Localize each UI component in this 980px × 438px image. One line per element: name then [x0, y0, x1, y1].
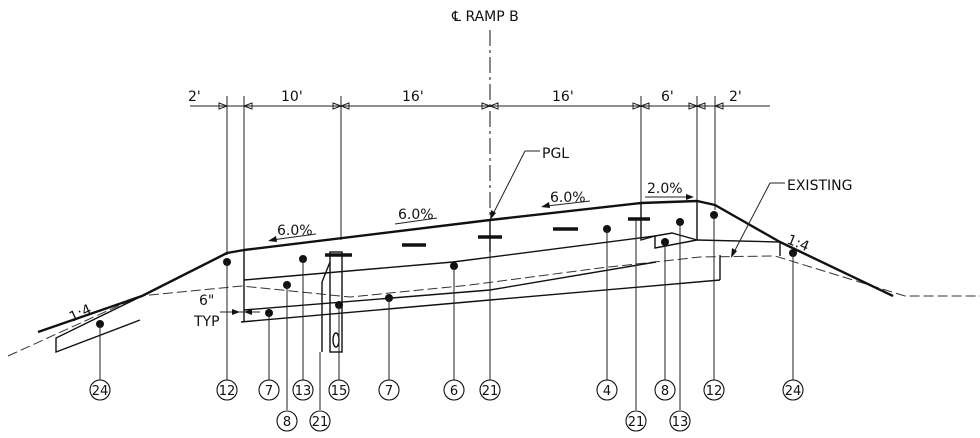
callout-13-left: 13 — [292, 379, 314, 401]
left-foreslope — [55, 295, 143, 354]
dim-16ft-right: 16' — [552, 89, 574, 105]
svg-text:21: 21 — [628, 415, 645, 430]
svg-text:24: 24 — [785, 384, 802, 399]
leader-lines — [99, 215, 794, 410]
material-dots — [96, 211, 797, 328]
pgl-leader-diag — [491, 150, 526, 217]
base-layer — [240, 279, 721, 323]
slope-label-1: 6.0% — [277, 223, 313, 239]
dim-2ft-left: 2' — [188, 89, 201, 105]
callout-12-left: 12 — [216, 379, 238, 401]
svg-text:15: 15 — [331, 384, 348, 399]
callouts-row-1: 24 12 7 8 13 15 7 6 21 4 8 13 12 24 — [89, 379, 804, 432]
centerline-label: ℄ RAMP B — [451, 9, 519, 25]
existing-leader-diag — [732, 182, 771, 255]
callout-4: 4 — [596, 379, 618, 401]
callout-24-right: 24 — [782, 379, 804, 401]
left-shoulder — [226, 248, 245, 255]
svg-text:13: 13 — [672, 415, 689, 430]
dim-10ft: 10' — [281, 89, 303, 105]
svg-text:6: 6 — [450, 384, 458, 399]
callout-12-right: 12 — [703, 379, 725, 401]
svg-text:8: 8 — [661, 384, 669, 399]
svg-text:7: 7 — [265, 384, 273, 399]
svg-text:24: 24 — [92, 384, 109, 399]
svg-text:12: 12 — [219, 384, 236, 399]
callout-8-left: 8 — [276, 410, 298, 432]
dim-6ft: 6' — [661, 89, 674, 105]
subbase-top — [243, 261, 657, 311]
trench-line-slant — [321, 261, 331, 283]
slope-label-3: 6.0% — [550, 190, 586, 206]
callout-6: 6 — [443, 379, 465, 401]
slope-label-2: 6.0% — [398, 207, 434, 223]
callout-21-center: 21 — [479, 379, 501, 401]
pavement-layer-bottom — [243, 235, 656, 281]
dim-2ft-right: 2' — [729, 89, 742, 105]
typ-label: TYP — [193, 314, 220, 330]
callout-15: 15 — [328, 379, 350, 401]
right-foreslope — [696, 239, 781, 256]
svg-text:21: 21 — [482, 384, 499, 399]
callout-13-right: 13 — [669, 410, 691, 432]
callout-21-left: 21 — [309, 410, 331, 432]
callout-7-center: 7 — [378, 379, 400, 401]
svg-text:8: 8 — [283, 415, 291, 430]
slope-label-4: 2.0% — [647, 181, 683, 197]
right-shoulder — [714, 203, 781, 244]
existing-label: EXISTING — [787, 178, 852, 194]
callout-21-right: 21 — [625, 410, 647, 432]
right-curb-block — [654, 232, 698, 241]
callout-7-left: 7 — [258, 379, 280, 401]
callouts-row-2: 21 21 — [309, 410, 647, 432]
svg-text:12: 12 — [706, 384, 723, 399]
dim-16ft-left: 16' — [402, 89, 424, 105]
right-slope-ratio: 1:4 — [785, 232, 812, 255]
right-pavement-edge — [640, 201, 698, 249]
pgl-label: PGL — [542, 146, 569, 162]
svg-text:7: 7 — [385, 384, 393, 399]
svg-text:4: 4 — [603, 384, 611, 399]
offset-label: 6" — [199, 293, 214, 309]
callout-24-left: 24 — [89, 379, 111, 401]
pipe-section — [332, 332, 340, 348]
slope-annotations: 6.0% 6.0% 6.0% 2.0% — [268, 181, 694, 242]
right-side-slope — [779, 240, 894, 298]
dimension-string: 2' 10' 16' 16' 6' 2' — [188, 89, 770, 255]
existing-ground-line — [7, 255, 980, 357]
joint-markers — [325, 217, 650, 257]
svg-text:13: 13 — [295, 384, 312, 399]
pavement-top-right — [640, 199, 716, 207]
underdrain-pipe — [329, 251, 343, 353]
svg-text:21: 21 — [312, 415, 329, 430]
callout-8-right: 8 — [654, 379, 676, 401]
